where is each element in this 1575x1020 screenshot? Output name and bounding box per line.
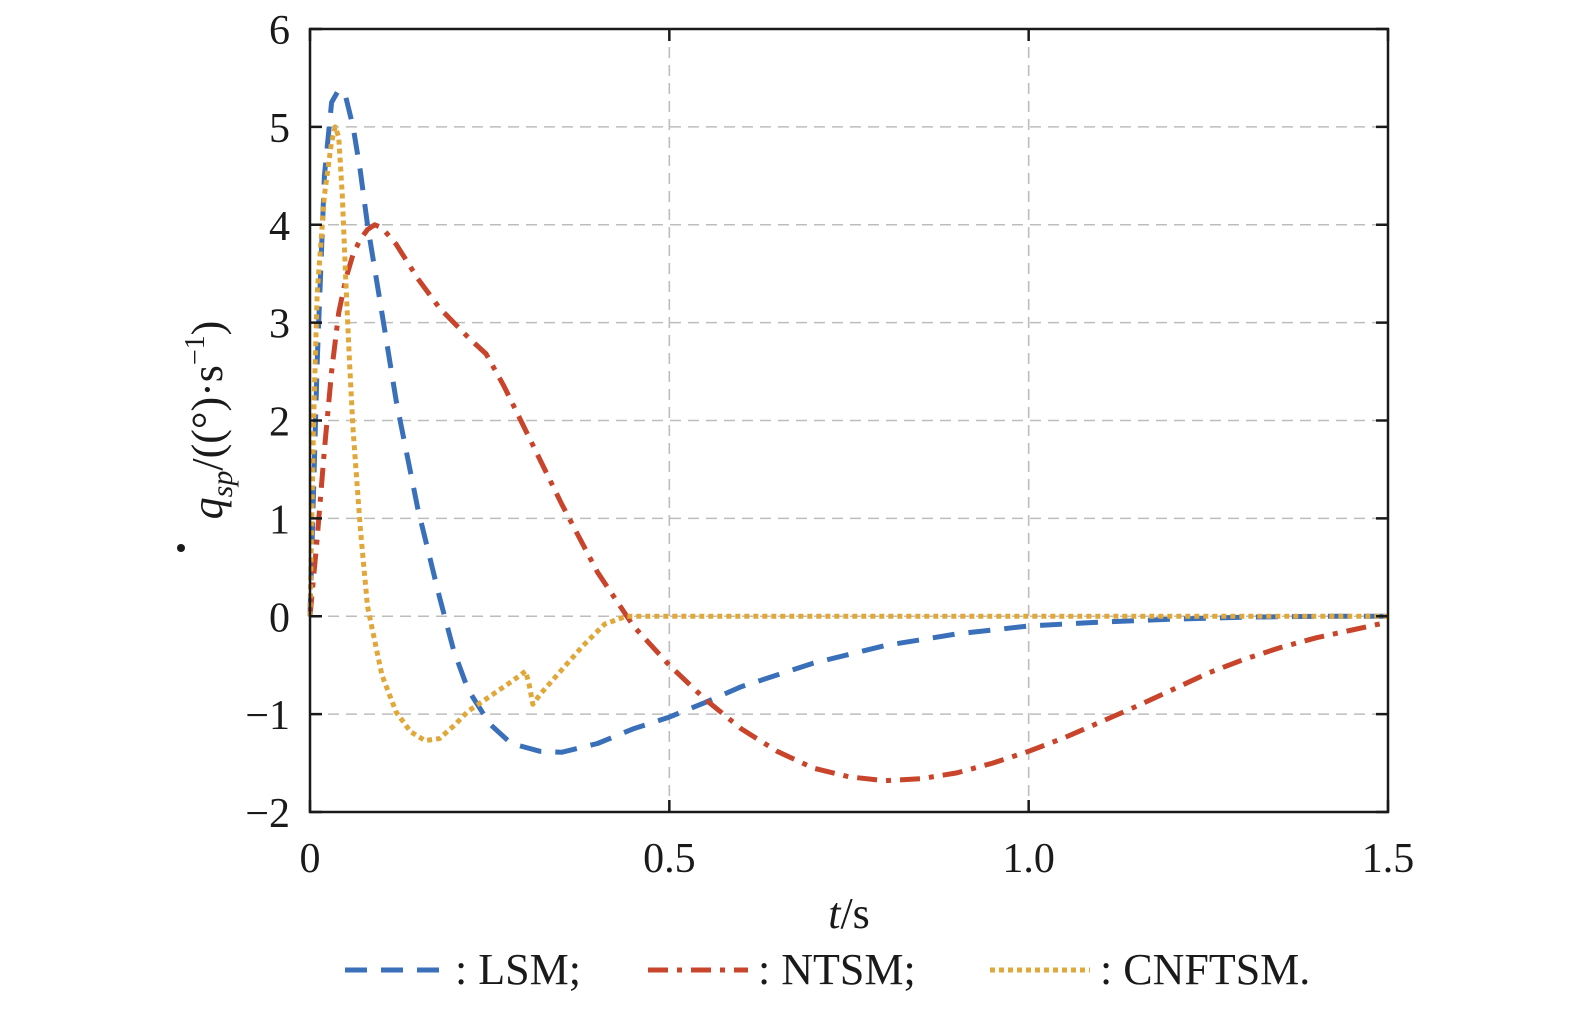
y-tick-label: 6	[269, 8, 290, 54]
grid	[310, 29, 1388, 812]
series-layer	[307, 87, 1389, 784]
legend-label-lsm: : LSM;	[455, 945, 581, 994]
x-axis-title: t/s	[828, 889, 870, 938]
svg-text:qsp/((°)·s−1): qsp/((°)·s−1)	[180, 321, 239, 520]
y-tick-label: −1	[245, 693, 290, 739]
x-tick-label: 1.0	[1002, 836, 1055, 882]
legend: : LSM; : NTSM; : CNFTSM.	[345, 945, 1310, 994]
x-tick-label: 0	[300, 836, 321, 882]
series-line-ntsm	[307, 222, 1389, 784]
y-tick-label: 4	[269, 204, 290, 250]
y-tick-label: 3	[269, 302, 290, 348]
legend-label-ntsm: : NTSM;	[758, 945, 916, 994]
y-tick-label: 5	[269, 106, 290, 152]
y-axis-title: qsp/((°)·s−1)	[177, 321, 239, 552]
y-tick-label: 1	[269, 497, 290, 543]
legend-label-cnftsm: : CNFTSM.	[1100, 945, 1310, 994]
axis-ticks: −2 −1 0 1 2 3 4 5 6 0 0.5 1.0 1.5	[245, 8, 1414, 882]
x-tick-label: 0.5	[643, 836, 696, 882]
derivative-dot	[177, 544, 185, 552]
series-line-lsm	[307, 87, 1388, 755]
x-tick-label: 1.5	[1362, 836, 1415, 882]
series-line-cnftsm	[307, 124, 1388, 744]
y-tick-label: 2	[269, 400, 290, 446]
plot-frame	[308, 27, 1390, 814]
y-tick-label: 0	[269, 595, 290, 641]
y-tick-label: −2	[245, 791, 290, 837]
